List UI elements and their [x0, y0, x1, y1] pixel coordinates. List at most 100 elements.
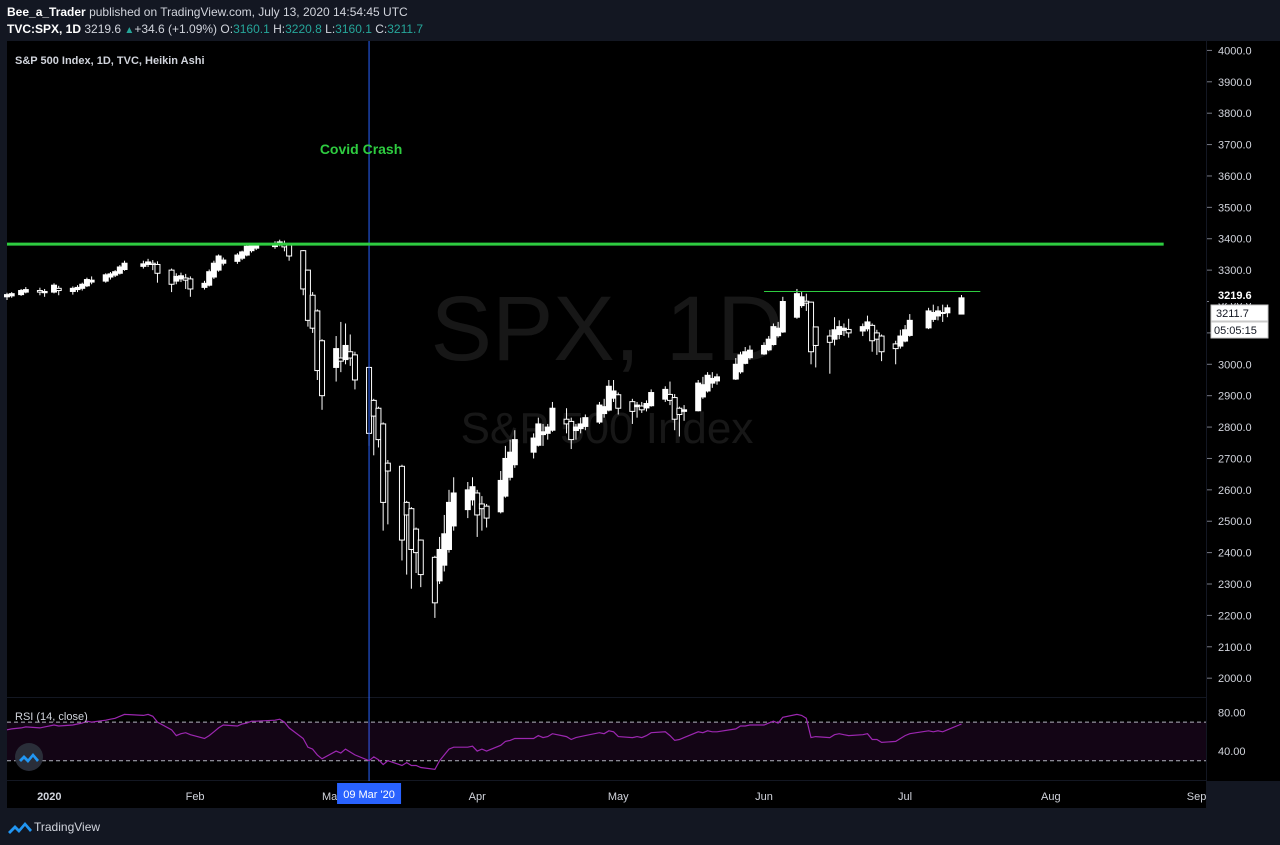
- candle: [177, 272, 184, 283]
- candle: [22, 287, 29, 294]
- last-price-tag: 3219.6: [1218, 290, 1252, 302]
- price-tick-label: 2000.0: [1218, 673, 1252, 685]
- candle-body-down: [483, 505, 490, 519]
- price-tick-label: 2700.0: [1218, 453, 1252, 465]
- candle-body-up: [648, 392, 655, 407]
- last-price-tag-bg: [1209, 288, 1269, 303]
- candle-body-down: [55, 287, 62, 292]
- candle-body-up: [22, 289, 29, 293]
- close-value: 3211.7: [387, 22, 424, 36]
- candle: [140, 260, 147, 269]
- candle-body-down: [286, 244, 293, 257]
- open-value: 3160.1: [233, 22, 270, 36]
- rsi-label: RSI (14, close): [15, 711, 88, 723]
- close-price-tag: 3211.7: [1216, 308, 1249, 320]
- watermark-symbol: SPX, 1D: [431, 278, 784, 380]
- candle: [812, 326, 819, 368]
- candle-body-down: [351, 354, 358, 381]
- open-label: O:: [220, 22, 234, 36]
- candle: [154, 261, 161, 283]
- price-tick-label: 2800.0: [1218, 422, 1252, 434]
- candle-body-up: [944, 307, 951, 314]
- price-tick-label: 2400.0: [1218, 548, 1252, 560]
- symbol-label: TVC:SPX, 1D: [7, 22, 82, 36]
- price-axis[interactable]: [1207, 41, 1280, 781]
- candle-body-up: [779, 301, 786, 333]
- price-tick-label: 2900.0: [1218, 391, 1252, 403]
- candle: [121, 260, 128, 271]
- candle-body-up: [41, 290, 48, 294]
- author-name[interactable]: Bee_a_Trader: [7, 5, 86, 19]
- candle-body-down: [417, 539, 424, 576]
- candle: [88, 276, 95, 285]
- tradingview-brand[interactable]: TradingView: [34, 820, 101, 834]
- high-value: 3220.8: [285, 22, 322, 36]
- candle-body-up: [116, 266, 123, 274]
- candle-body-down: [384, 462, 391, 472]
- close-label: C:: [375, 22, 388, 36]
- time-tick-label: 2020: [37, 791, 61, 803]
- rsi-indicator: 80.00 40.00: [6, 707, 1246, 771]
- candle: [958, 294, 965, 315]
- candle: [878, 334, 885, 362]
- candle-body-up: [206, 271, 213, 286]
- time-tick-labels: 2020 Feb Mar Apr May Jun Jul Aug Sep: [37, 791, 1206, 803]
- candle-body-up: [713, 376, 720, 382]
- price-tick-labels: 4000.0 3900.0 3800.0 3700.0 3600.0 3500.0 3400…: [1207, 45, 1252, 685]
- candle: [149, 260, 156, 271]
- candle: [615, 392, 622, 415]
- candle-body-up: [102, 274, 109, 282]
- price-tick-label: 3000.0: [1218, 359, 1252, 371]
- candle-body-up: [450, 492, 457, 527]
- low-value: 3160.1: [335, 22, 372, 36]
- candle-body-down: [187, 278, 194, 290]
- price-tick-label: 2100.0: [1218, 642, 1252, 654]
- candle: [746, 345, 753, 360]
- candle: [648, 389, 655, 407]
- high-label: H:: [273, 22, 286, 36]
- tradingview-logo-icon[interactable]: [8, 820, 32, 834]
- price-tick-label: 2500.0: [1218, 516, 1252, 528]
- chart-area[interactable]: SPX, 1D S&P 500 Index 4000.03900.03800.0…: [0, 0, 1280, 808]
- candle-body-up: [906, 319, 913, 336]
- candle-body-up: [582, 417, 589, 427]
- time-tick-label: Jun: [755, 791, 773, 803]
- candle: [83, 277, 90, 288]
- candle: [220, 257, 227, 266]
- candle: [187, 276, 194, 297]
- rsi-tick-label: 80.00: [1218, 707, 1246, 719]
- candle: [779, 296, 786, 333]
- price-tick-label: 3600.0: [1218, 171, 1252, 183]
- crosshair-date-bg: [337, 783, 402, 804]
- price-tick-label: 2300.0: [1218, 579, 1252, 591]
- tradingview-badge-icon[interactable]: [15, 743, 43, 771]
- candle-body-up: [83, 279, 90, 287]
- candle: [681, 405, 688, 421]
- candle-body-up: [88, 279, 95, 283]
- candle-body-up: [746, 349, 753, 359]
- annotations: Covid Crash: [7, 41, 1164, 781]
- crosshair-date-label: 09 Mar '20: [337, 783, 402, 804]
- rsi-band: [7, 722, 1206, 761]
- candle-body-down: [319, 340, 326, 397]
- candle-body-up: [140, 263, 147, 267]
- time-tick-label: Sep: [1187, 791, 1207, 803]
- candle-body-up: [220, 259, 227, 264]
- candle-body-down: [154, 263, 161, 274]
- time-axis[interactable]: [7, 781, 1206, 808]
- candle-body-down: [878, 335, 885, 353]
- candle-body-up: [8, 293, 15, 297]
- candle: [319, 339, 326, 410]
- candle: [906, 314, 913, 337]
- price-tick-label: 3300.0: [1218, 265, 1252, 277]
- main-pane[interactable]: [7, 41, 1206, 697]
- rsi-tick-label: 40.00: [1218, 746, 1246, 758]
- candle: [511, 430, 518, 468]
- time-tick-label: Jul: [898, 791, 912, 803]
- covid-crash-label[interactable]: Covid Crash: [320, 141, 402, 157]
- time-tick-label: Mar: [322, 791, 341, 803]
- candle-body-down: [149, 262, 156, 265]
- candle: [483, 503, 490, 528]
- price-tick-label: 2200.0: [1218, 610, 1252, 622]
- rsi-pane[interactable]: [7, 698, 1206, 780]
